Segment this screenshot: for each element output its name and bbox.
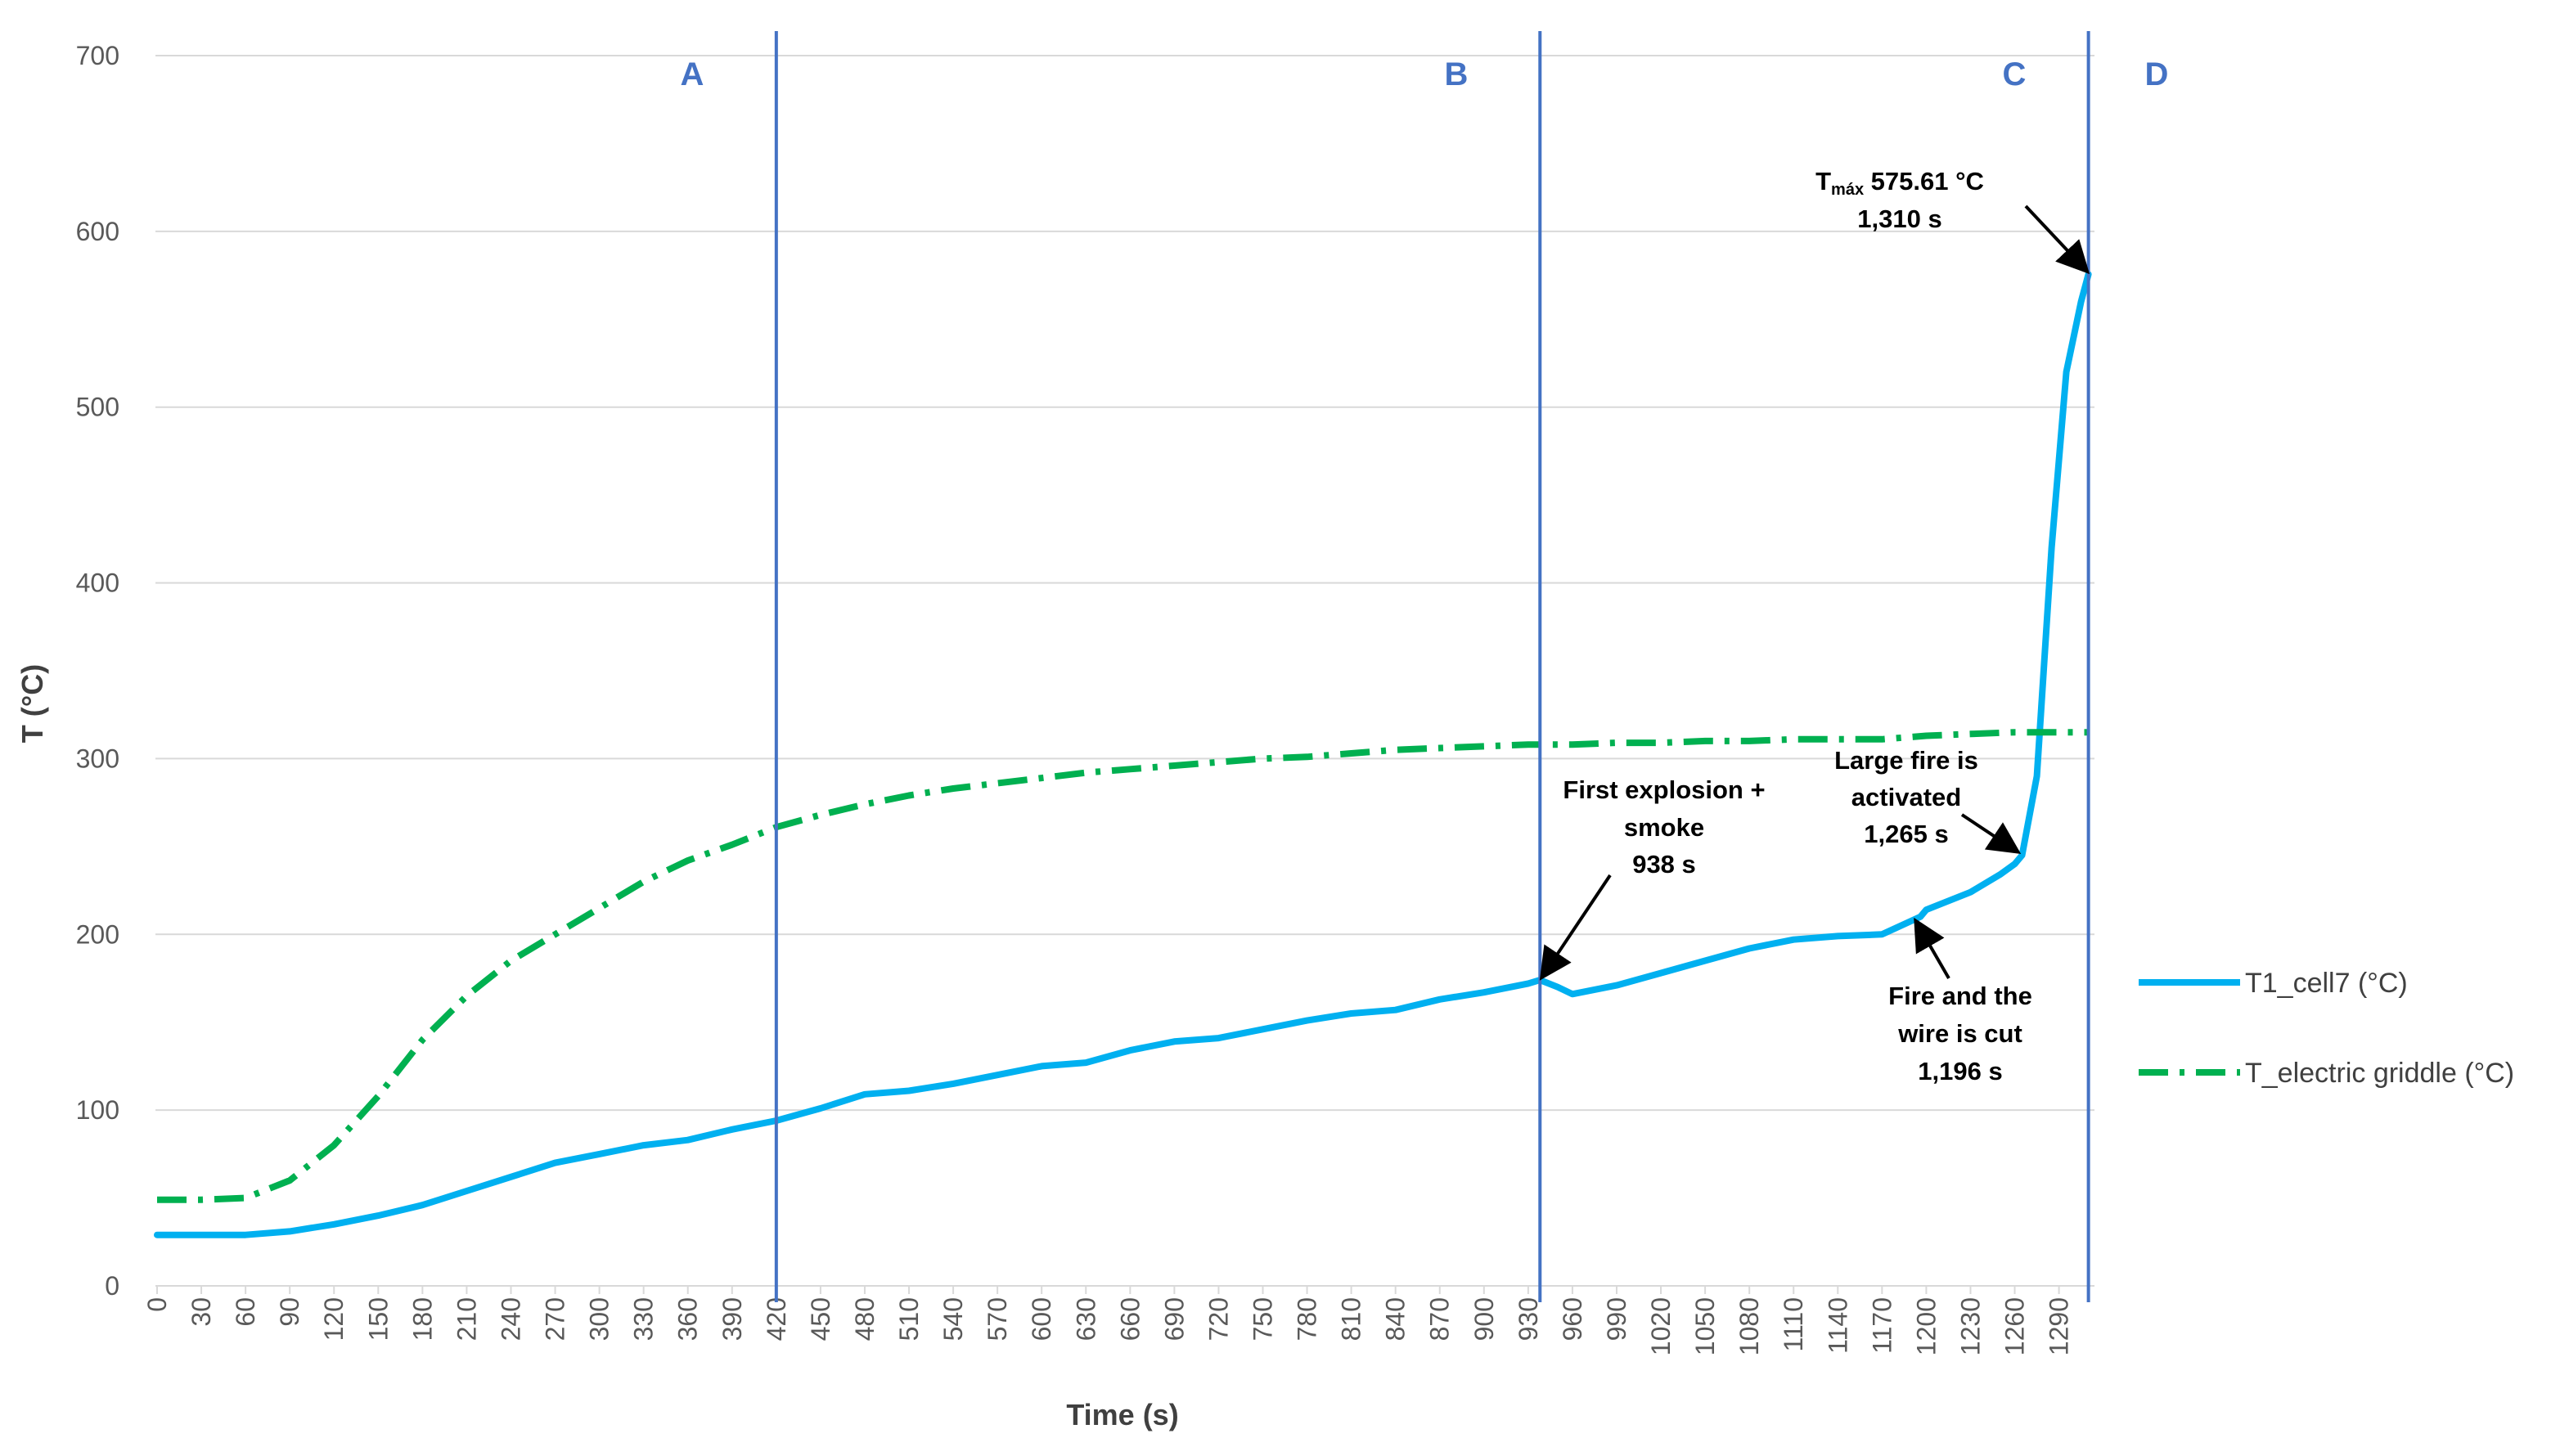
x-tick-label-1230: 1230 — [1955, 1297, 1985, 1355]
x-tick-label-210: 210 — [452, 1297, 481, 1341]
annotation-1-line-2: 1,265 s — [1864, 820, 1948, 848]
annotation-arrow-2 — [1914, 917, 1950, 980]
x-tick-label-90: 90 — [275, 1297, 304, 1327]
x-tick-label-300: 300 — [585, 1297, 614, 1341]
y-tick-label-300: 300 — [76, 744, 119, 773]
x-tick-label-600: 600 — [1027, 1297, 1056, 1341]
x-tick-label-930: 930 — [1514, 1297, 1543, 1341]
x-tick-label-1170: 1170 — [1867, 1297, 1896, 1354]
y-tick-label-700: 700 — [76, 41, 119, 70]
x-tick-label-1080: 1080 — [1734, 1297, 1764, 1355]
x-tick-label-630: 630 — [1071, 1297, 1100, 1341]
legend: T1_cell7 (°C) T_electric griddle (°C) — [2139, 968, 2514, 1089]
x-tick-label-960: 960 — [1558, 1297, 1587, 1341]
phase-label-b: B — [1445, 56, 1469, 92]
x-tick-label-840: 840 — [1381, 1297, 1410, 1341]
x-tick-label-420: 420 — [762, 1297, 791, 1341]
x-tick-label-810: 810 — [1337, 1297, 1366, 1341]
annotation-2-line-2: 1,196 s — [1918, 1057, 2002, 1085]
y-axis-ticks: 0 100 200 300 400 500 600 700 — [76, 41, 119, 1301]
y-tick-label-400: 400 — [76, 568, 119, 598]
x-tick-label-780: 780 — [1293, 1297, 1322, 1341]
y-tick-label-600: 600 — [76, 217, 119, 246]
annotation-arrow-3 — [2024, 204, 2090, 275]
annotation-3-line-0: Tmáx 575.61 °C — [1815, 167, 1984, 199]
x-tick-label-870: 870 — [1425, 1297, 1455, 1341]
x-tick-label-1110: 1110 — [1779, 1297, 1808, 1351]
phase-label-c: C — [2003, 56, 2027, 92]
x-tick-label-660: 660 — [1115, 1297, 1145, 1341]
x-tick-label-450: 450 — [806, 1297, 835, 1341]
x-tick-label-360: 360 — [673, 1297, 703, 1341]
annotation-1-line-0: Large fire is — [1834, 746, 1978, 775]
annotation-arrow-1 — [1960, 813, 2022, 855]
x-tick-label-690: 690 — [1159, 1297, 1189, 1341]
annotation-3-line-1: 1,310 s — [1857, 204, 1941, 233]
x-tick-label-510: 510 — [894, 1297, 924, 1341]
x-tick-label-0: 0 — [142, 1297, 172, 1312]
annotation-2-line-0: Fire and the — [1888, 982, 2032, 1010]
annotation-0-line-1: smoke — [1624, 813, 1704, 842]
series-line-t1-cell7 — [154, 271, 2092, 1238]
x-tick-label-120: 120 — [319, 1297, 349, 1341]
grid — [155, 55, 2094, 1112]
x-tick-label-1260: 1260 — [2000, 1297, 2030, 1355]
x-tick-label-240: 240 — [496, 1297, 525, 1341]
annotation-2-line-1: wire is cut — [1897, 1019, 2022, 1048]
x-axis-ticks: 0 30 60 90 120 150 180 210 240 270 300 330 360 390 420… — [142, 1286, 2074, 1355]
y-axis-title: T (°C) — [16, 664, 49, 743]
x-tick-label-1290: 1290 — [2045, 1297, 2074, 1355]
x-tick-label-900: 900 — [1469, 1297, 1499, 1341]
annotations: First explosion + smoke 938 s Large fire is… — [1539, 167, 2090, 1085]
x-tick-label-60: 60 — [231, 1297, 260, 1327]
series-layer — [154, 271, 2092, 1238]
x-axis-title: Time (s) — [1066, 1398, 1178, 1431]
annotation-arrow-0 — [1539, 874, 1612, 981]
x-tick-label-1050: 1050 — [1690, 1297, 1720, 1355]
annotation-0-line-0: First explosion + — [1563, 775, 1765, 804]
x-tick-label-570: 570 — [983, 1297, 1012, 1341]
legend-label-t-electric-griddle: T_electric griddle (°C) — [2245, 1058, 2514, 1089]
phase-lines: A B C D — [681, 31, 2169, 1302]
x-tick-label-150: 150 — [363, 1297, 393, 1341]
x-tick-label-1200: 1200 — [1911, 1297, 1941, 1355]
x-tick-label-330: 330 — [629, 1297, 659, 1341]
annotation-1-line-1: activated — [1851, 783, 1961, 811]
x-tick-label-990: 990 — [1602, 1297, 1631, 1341]
x-tick-label-750: 750 — [1249, 1297, 1278, 1341]
phase-label-d: D — [2145, 56, 2169, 92]
x-tick-label-1140: 1140 — [1823, 1297, 1852, 1354]
series-line-t-electric-griddle — [157, 729, 2089, 1203]
y-tick-label-100: 100 — [76, 1095, 119, 1125]
legend-label-t1-cell7: T1_cell7 (°C) — [2245, 968, 2408, 999]
y-tick-label-200: 200 — [76, 919, 119, 949]
x-tick-label-390: 390 — [718, 1297, 747, 1341]
x-tick-label-480: 480 — [850, 1297, 880, 1341]
y-tick-label-0: 0 — [105, 1271, 119, 1301]
x-tick-label-30: 30 — [187, 1297, 216, 1327]
y-tick-label-500: 500 — [76, 393, 119, 422]
x-tick-label-1020: 1020 — [1646, 1297, 1676, 1355]
x-tick-label-540: 540 — [938, 1297, 968, 1341]
x-tick-label-180: 180 — [407, 1297, 437, 1341]
x-tick-label-720: 720 — [1204, 1297, 1233, 1341]
x-tick-label-270: 270 — [541, 1297, 570, 1341]
annotation-0-line-2: 938 s — [1632, 850, 1696, 879]
phase-label-a: A — [681, 56, 704, 92]
